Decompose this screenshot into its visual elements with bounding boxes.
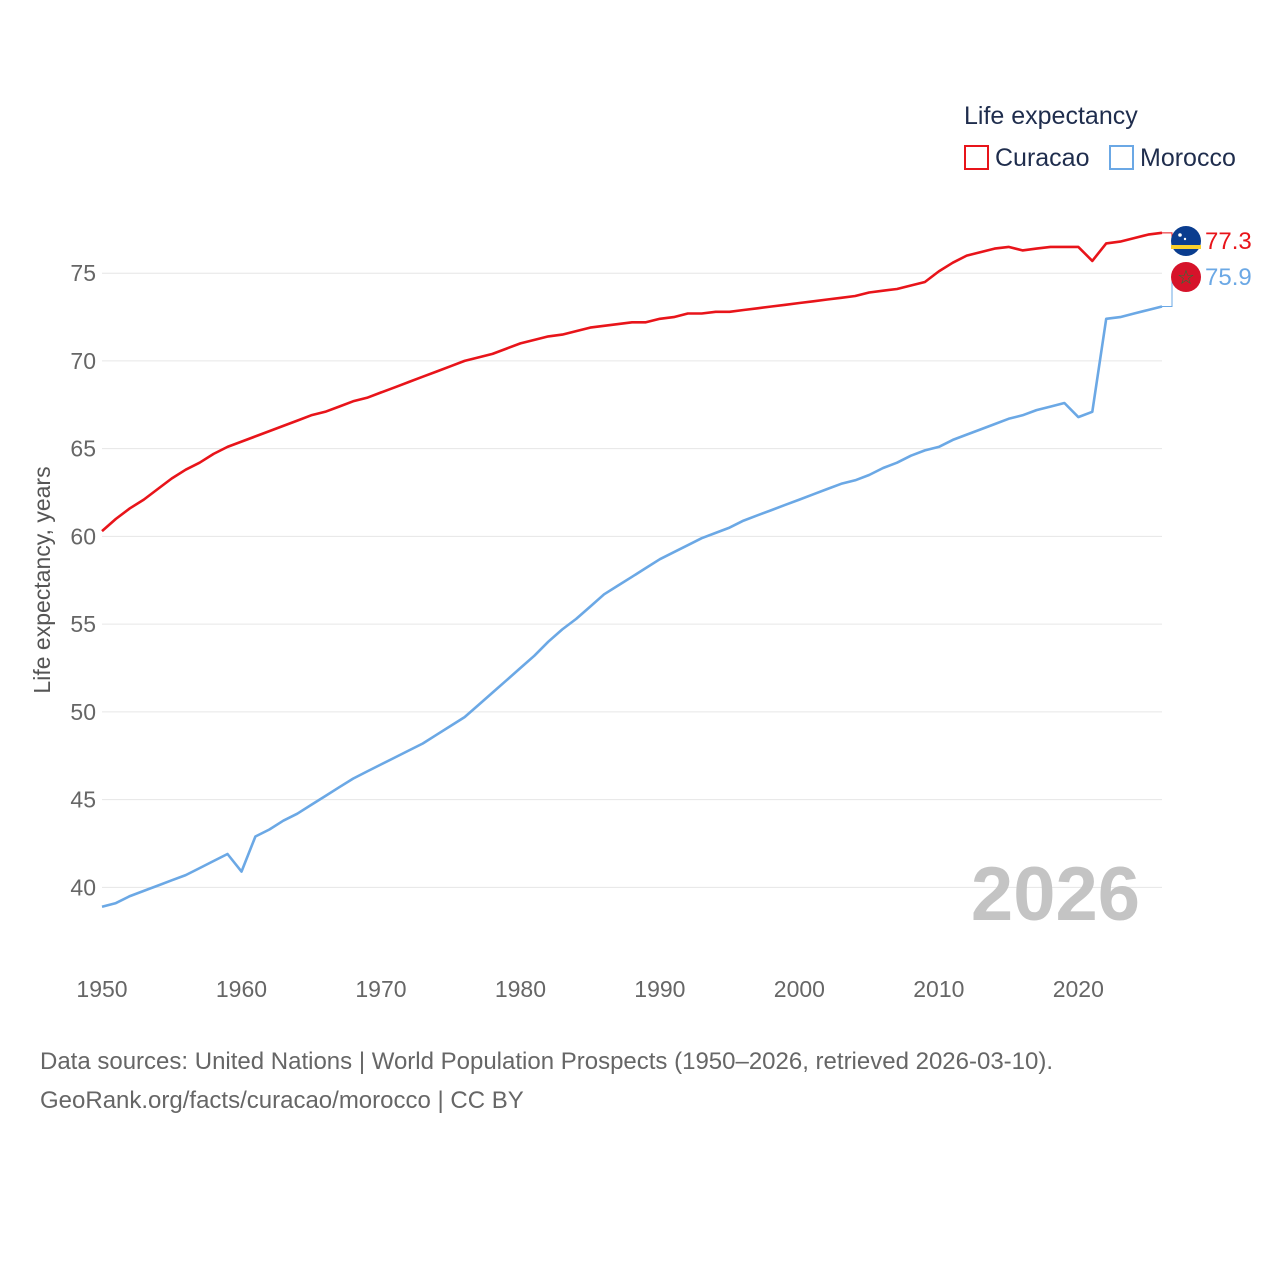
end-value-label-morocco: 75.9: [1205, 264, 1252, 291]
legend-title: Life expectancy: [964, 102, 1138, 130]
series-line-curacao[interactable]: [101, 231, 1163, 533]
x-tick-label: 2010: [913, 976, 964, 1002]
x-tick-label: 2020: [1053, 976, 1104, 1002]
y-tick-label: 50: [70, 699, 96, 725]
x-axis-ticks: 1950 1960 1970 1980 1990 2000 2010 2020: [76, 976, 1103, 1002]
y-tick-label: 70: [70, 348, 96, 374]
y-tick-label: 55: [70, 611, 96, 637]
legend-label-morocco[interactable]: Morocco: [1140, 144, 1236, 172]
y-axis-title: Life expectancy, years: [29, 466, 55, 693]
life-expectancy-chart: 40 45 50 55 60 65 70 75 1950 1960 1970 1980 1990 200…: [29, 102, 1252, 1002]
legend-swatch-morocco[interactable]: [1109, 145, 1134, 170]
gridlines: [102, 272, 1162, 888]
y-tick-label: 65: [70, 436, 96, 462]
end-connector-curacao: [1162, 232, 1173, 241]
svg-text:☆: ☆: [1177, 265, 1195, 289]
y-tick-label: 75: [70, 260, 96, 286]
source-line-1: Data sources: United Nations | World Pop…: [40, 1048, 1054, 1075]
x-tick-label: 1970: [355, 976, 406, 1002]
x-tick-label: 1960: [216, 976, 267, 1002]
y-tick-label: 60: [70, 523, 96, 549]
y-tick-label: 45: [70, 787, 96, 813]
curacao-flag-icon: [1171, 226, 1201, 256]
source-note: Data sources: United Nations | World Pop…: [40, 1042, 1053, 1120]
x-tick-label: 1980: [495, 976, 546, 1002]
y-axis-ticks: 40 45 50 55 60 65 70 75: [70, 260, 96, 900]
end-value-label-curacao: 77.3: [1205, 228, 1252, 255]
legend-swatch-curacao[interactable]: [964, 145, 989, 170]
x-tick-label: 1950: [76, 976, 127, 1002]
year-overlay: 2026: [971, 852, 1140, 937]
series-line-morocco[interactable]: [101, 305, 1163, 908]
y-tick-label: 40: [70, 874, 96, 900]
x-tick-label: 2000: [774, 976, 825, 1002]
morocco-flag-icon: ☆: [1171, 262, 1201, 292]
source-line-2: GeoRank.org/facts/curacao/morocco | CC B…: [40, 1087, 524, 1114]
end-connector-morocco: [1162, 277, 1173, 308]
legend-label-curacao[interactable]: Curacao: [995, 144, 1090, 172]
end-markers: 77.3 ☆ 75.9: [1162, 226, 1252, 308]
series-lines: [101, 231, 1163, 908]
legend: Life expectancy Curacao Morocco: [964, 102, 1236, 172]
x-tick-label: 1990: [634, 976, 685, 1002]
